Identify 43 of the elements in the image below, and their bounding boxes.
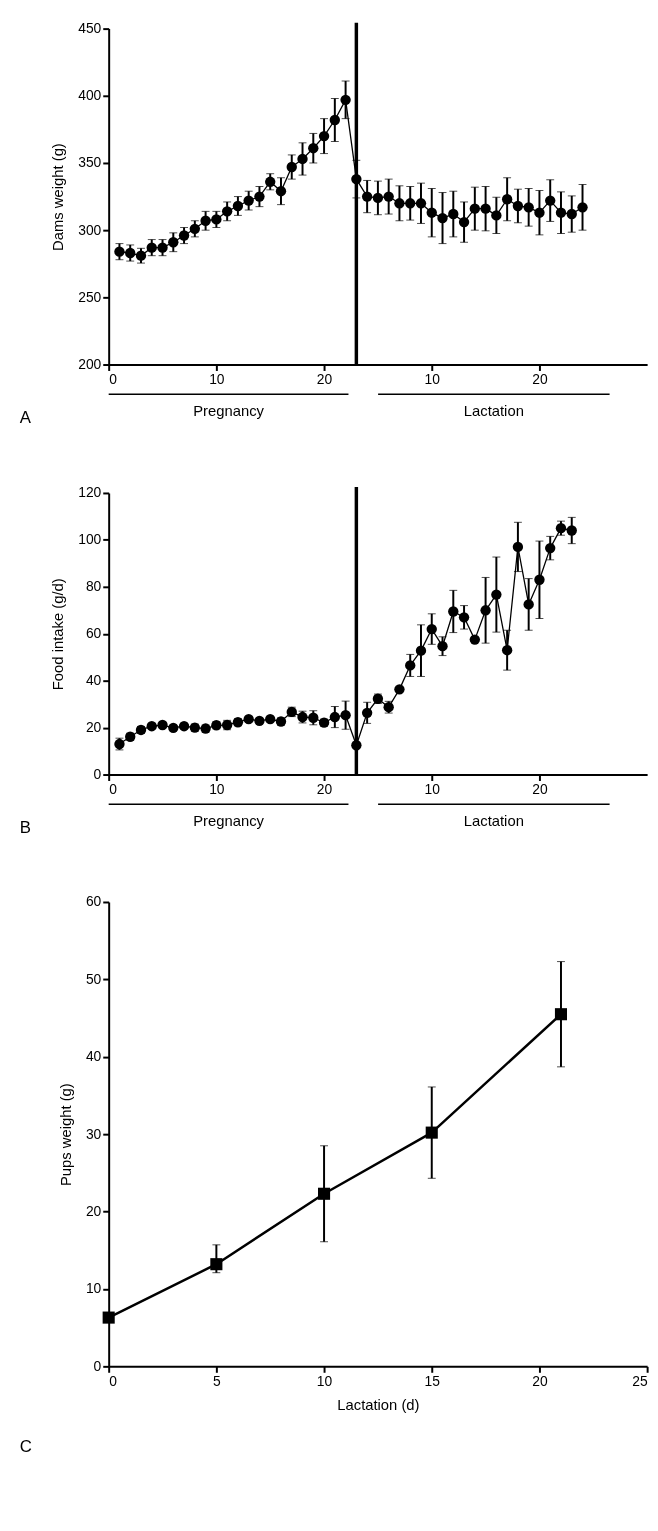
text: B (19, 817, 31, 837)
y-tick-label: 40 (85, 1048, 102, 1065)
y-axis-title: Pups weight (g) (58, 1083, 75, 1187)
x-tick-label: 10 (209, 780, 225, 797)
y-tick-label: 250 (78, 288, 102, 305)
x-tick-label: 25 (632, 1372, 648, 1389)
x-tick-label: 5 (213, 1372, 222, 1389)
text: Pregnancy (193, 812, 265, 829)
x-axis-title: Lactation (d) (337, 1397, 420, 1414)
y-tick-label: 20 (85, 1203, 102, 1220)
y-tick-label: 350 (78, 154, 102, 171)
y-tick-label: 10 (85, 1280, 102, 1297)
x-tick-label: 15 (424, 1372, 441, 1389)
x-tick-label: 0 (109, 1372, 118, 1389)
text: A (19, 407, 32, 427)
y-tick-label: 0 (93, 1357, 102, 1374)
y-tick-label: 50 (85, 970, 102, 987)
x-tick-label: 20 (532, 1372, 548, 1389)
x-tick-label: 0 (109, 370, 118, 387)
x-tick-label: 10 (316, 1372, 333, 1389)
y-tick-label: 100 (78, 531, 102, 548)
y-tick-label: 200 (78, 355, 102, 372)
y-axis-title: Food intake (g/d) (50, 578, 67, 691)
text: C (19, 1437, 32, 1457)
y-tick-label: 120 (78, 484, 102, 501)
y-tick-label: 450 (78, 20, 102, 37)
x-tick-label: 20 (316, 370, 333, 387)
y-tick-label: 40 (85, 672, 102, 689)
text: Lactation (463, 402, 524, 419)
y-tick-label: 30 (85, 1125, 102, 1142)
y-tick-label: 80 (85, 578, 102, 595)
text: Lactation (463, 812, 524, 829)
x-tick-label: 20 (316, 780, 333, 797)
y-tick-label: 60 (85, 625, 102, 642)
x-tick-label: 0 (109, 780, 118, 797)
y-tick-label: 60 (85, 893, 102, 910)
text: Pregnancy (193, 402, 265, 419)
y-tick-label: 0 (93, 765, 102, 782)
y-tick-label: 20 (85, 719, 102, 736)
y-tick-label: 400 (78, 87, 102, 104)
y-tick-label: 300 (78, 221, 102, 238)
y-axis-title: Dams weight (g) (50, 143, 67, 251)
x-tick-label: 10 (209, 370, 225, 387)
